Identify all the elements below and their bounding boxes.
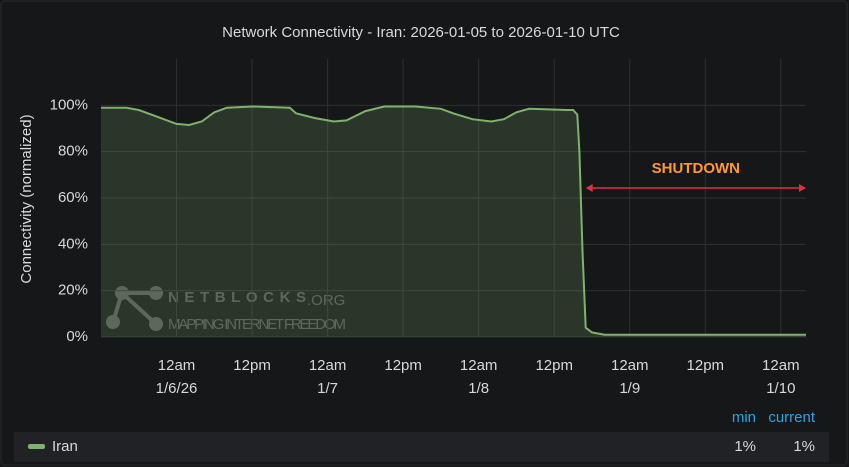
- x-tick-date: 1/6/26: [156, 380, 198, 397]
- chart-title: Network Connectivity - Iran: 2026-01-05 …: [222, 24, 620, 41]
- x-tick-label: 12am: [762, 357, 800, 374]
- arrow-head: [585, 184, 593, 192]
- annotation-label: SHUTDOWN: [652, 160, 740, 177]
- x-tick-date: 1/10: [766, 380, 795, 397]
- x-tick-label: 12pm: [384, 357, 422, 374]
- watermark-name: NETBLOCKS: [168, 289, 306, 306]
- y-tick-label: 40%: [58, 235, 88, 252]
- y-axis-label: Connectivity (normalized): [18, 114, 35, 283]
- x-tick-label: 12am: [611, 357, 649, 374]
- y-tick-label: 100%: [50, 96, 88, 113]
- watermark-suffix: .ORG: [307, 292, 345, 309]
- legend-value: 1%: [793, 438, 815, 455]
- legend-column[interactable]: current: [768, 409, 816, 426]
- watermark-tagline: MAPPING INTERNET FREEDOM: [168, 316, 346, 333]
- arrow-head: [799, 184, 806, 192]
- y-tick-label: 60%: [58, 189, 88, 206]
- x-tick-date: 1/8: [468, 380, 489, 397]
- legend-swatch: [28, 444, 45, 449]
- watermark: NETBLOCKS .ORG MAPPING INTERNET FREEDOM: [106, 286, 346, 333]
- y-tick-label: 80%: [58, 143, 88, 160]
- x-tick-date: 1/9: [619, 380, 640, 397]
- legend-value: 1%: [734, 438, 756, 455]
- x-tick-label: 12pm: [535, 357, 573, 374]
- y-tick-label: 0%: [66, 328, 88, 345]
- legend-row: [14, 432, 829, 462]
- x-tick-label: 12am: [460, 357, 498, 374]
- x-tick-label: 12pm: [687, 357, 725, 374]
- area-fill: [101, 106, 806, 337]
- x-tick-date: 1/7: [317, 380, 338, 397]
- series-line: [101, 105, 806, 336]
- x-tick-label: 12am: [158, 357, 196, 374]
- x-tick-label: 12pm: [233, 357, 271, 374]
- legend-column[interactable]: min: [732, 409, 756, 426]
- x-tick-label: 12am: [309, 357, 347, 374]
- legend-label[interactable]: Iran: [52, 438, 78, 455]
- y-tick-label: 20%: [58, 282, 88, 299]
